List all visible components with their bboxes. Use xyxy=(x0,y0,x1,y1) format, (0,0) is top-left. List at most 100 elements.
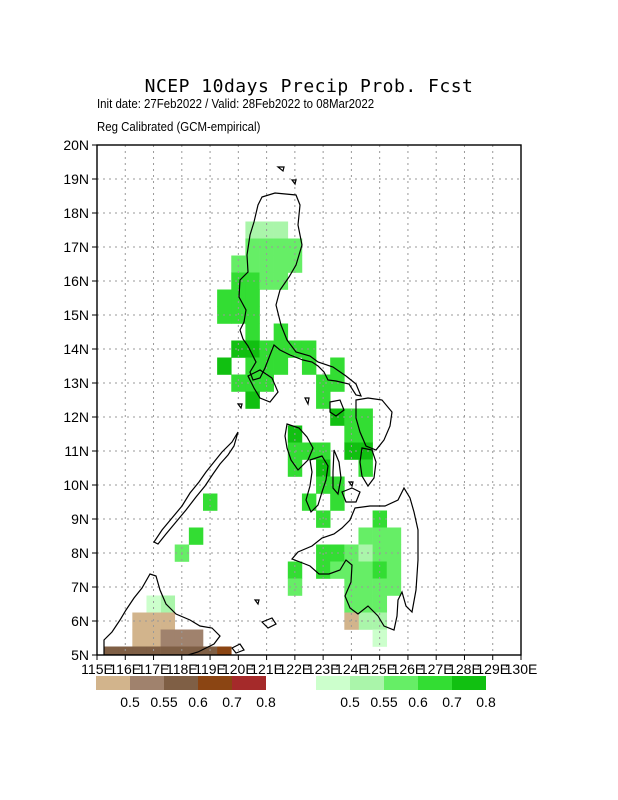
coastline-negros xyxy=(305,455,329,514)
wet-cell xyxy=(231,272,246,290)
dry-legend-swatch xyxy=(96,676,130,690)
wet-cell xyxy=(358,527,373,545)
wet-cell xyxy=(203,493,218,511)
wet-legend-swatch xyxy=(452,676,486,690)
wet-legend-swatch xyxy=(316,676,350,690)
x-tick-label: 116E xyxy=(109,661,141,677)
wet-cell xyxy=(386,527,402,545)
wet-cell xyxy=(386,561,402,579)
wet-legend-label: 0.5 xyxy=(340,694,360,710)
wet-cell xyxy=(316,476,331,494)
dry-legend-label: 0.5 xyxy=(120,694,140,710)
wet-cell xyxy=(330,357,345,375)
wet-cell xyxy=(245,255,260,273)
x-tick-label: 117E xyxy=(138,661,170,677)
dry-cell xyxy=(146,612,161,630)
x-tick-label: 130E xyxy=(505,661,538,677)
x-tick-label: 119E xyxy=(194,661,226,677)
wet-cell xyxy=(372,595,388,613)
wet-cell xyxy=(344,595,359,613)
y-tick-label: 13N xyxy=(63,375,89,391)
wet-cell xyxy=(273,272,289,290)
wet-cell xyxy=(245,289,260,307)
wet-cell xyxy=(287,561,303,579)
y-tick-label: 18N xyxy=(63,205,89,221)
coastline-small-islands xyxy=(231,397,354,654)
wet-cell xyxy=(217,289,232,307)
wet-cell xyxy=(259,357,274,375)
y-tick-label: 8N xyxy=(71,545,89,561)
probability-cells xyxy=(104,221,402,655)
coastline-bohol xyxy=(341,487,361,503)
wet-cell xyxy=(146,595,161,613)
wet-legend-label: 0.55 xyxy=(370,694,397,710)
wet-cell xyxy=(301,493,317,511)
wet-legend-swatch xyxy=(384,676,418,690)
wet-cell xyxy=(386,578,402,596)
wet-cell xyxy=(245,221,260,239)
coastline-mindoro xyxy=(247,369,279,403)
wet-cell xyxy=(344,578,359,596)
dry-cell xyxy=(188,629,204,647)
wet-cell xyxy=(245,272,260,290)
x-tick-label: 124E xyxy=(335,661,368,677)
dry-legend-swatch xyxy=(130,676,164,690)
wet-cell xyxy=(316,459,331,477)
wet-legend-label: 0.6 xyxy=(408,694,428,710)
wet-cell xyxy=(231,374,246,392)
x-tick-label: 129E xyxy=(476,661,509,677)
dry-legend-swatch xyxy=(198,676,232,690)
wet-legend-label: 0.8 xyxy=(476,694,496,710)
wet-legend-swatch xyxy=(350,676,384,690)
y-tick-label: 20N xyxy=(63,137,89,153)
dry-cell xyxy=(160,629,176,647)
axis-ticks: 115E116E117E118E119E120E121E122E123E124E… xyxy=(63,137,537,677)
y-tick-label: 19N xyxy=(63,171,89,187)
dry-legend-swatch xyxy=(164,676,198,690)
wet-cell xyxy=(344,408,359,426)
wet-cell xyxy=(358,578,373,596)
wet-cell xyxy=(358,425,373,443)
coastline-leyte xyxy=(359,447,377,488)
wet-cell xyxy=(358,544,373,562)
y-tick-label: 7N xyxy=(71,579,89,595)
dry-cell xyxy=(160,612,176,630)
x-tick-label: 123E xyxy=(307,661,340,677)
wet-cell xyxy=(245,323,260,341)
wet-cell xyxy=(330,493,345,511)
dry-legend-label: 0.8 xyxy=(256,694,276,710)
wet-cell xyxy=(273,255,289,273)
y-tick-label: 17N xyxy=(63,239,89,255)
coastline-luzon xyxy=(238,192,362,397)
x-tick-label: 128E xyxy=(448,661,481,677)
coastline-mindanao xyxy=(290,486,419,631)
x-tick-label: 126E xyxy=(392,661,425,677)
dry-legend-swatch xyxy=(232,676,266,690)
wet-cell xyxy=(358,612,373,630)
x-tick-label: 120E xyxy=(222,661,255,677)
wet-cell xyxy=(316,561,331,579)
subtitle-dates: Init date: 27Feb2022 / Valid: 28Feb2022 … xyxy=(97,96,375,111)
wet-cell xyxy=(273,340,289,358)
dry-cell xyxy=(160,646,176,655)
y-tick-label: 10N xyxy=(63,477,89,493)
wet-cell xyxy=(273,221,289,239)
wet-cell xyxy=(287,255,303,273)
dry-cell xyxy=(132,646,147,655)
coastline xyxy=(103,166,419,655)
subtitle-method: Reg Calibrated (GCM-empirical) xyxy=(97,119,261,134)
dry-legend-label: 0.55 xyxy=(150,694,177,710)
coastline-babuyan xyxy=(276,166,297,186)
y-tick-label: 14N xyxy=(63,341,89,357)
wet-cell xyxy=(301,340,317,358)
x-tick-label: 127E xyxy=(420,661,453,677)
dry-cell xyxy=(344,612,359,630)
y-tick-label: 5N xyxy=(71,647,89,663)
wet-cell xyxy=(358,595,373,613)
coastline-sulu xyxy=(260,617,277,629)
y-tick-label: 6N xyxy=(71,613,89,629)
wet-legend-label: 0.7 xyxy=(442,694,462,710)
wet-cell xyxy=(245,340,260,358)
wet-cell xyxy=(316,391,331,409)
